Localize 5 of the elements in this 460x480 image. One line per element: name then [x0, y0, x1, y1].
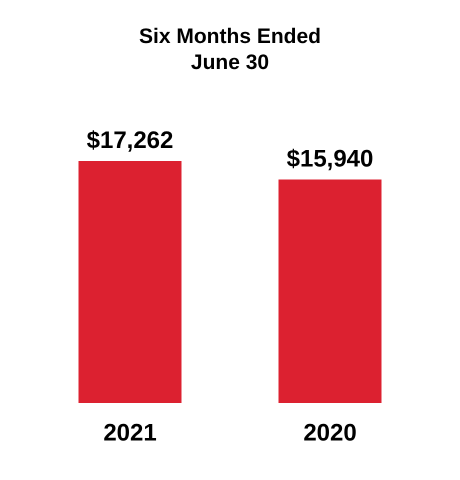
data-label: $15,940 — [286, 146, 374, 173]
chart-title: Six Months Ended June 30 — [138, 25, 322, 74]
x-tick-label: 2020 — [303, 420, 357, 446]
data-label: $17,262 — [86, 127, 174, 154]
x-tick-label: 2021 — [103, 420, 157, 446]
